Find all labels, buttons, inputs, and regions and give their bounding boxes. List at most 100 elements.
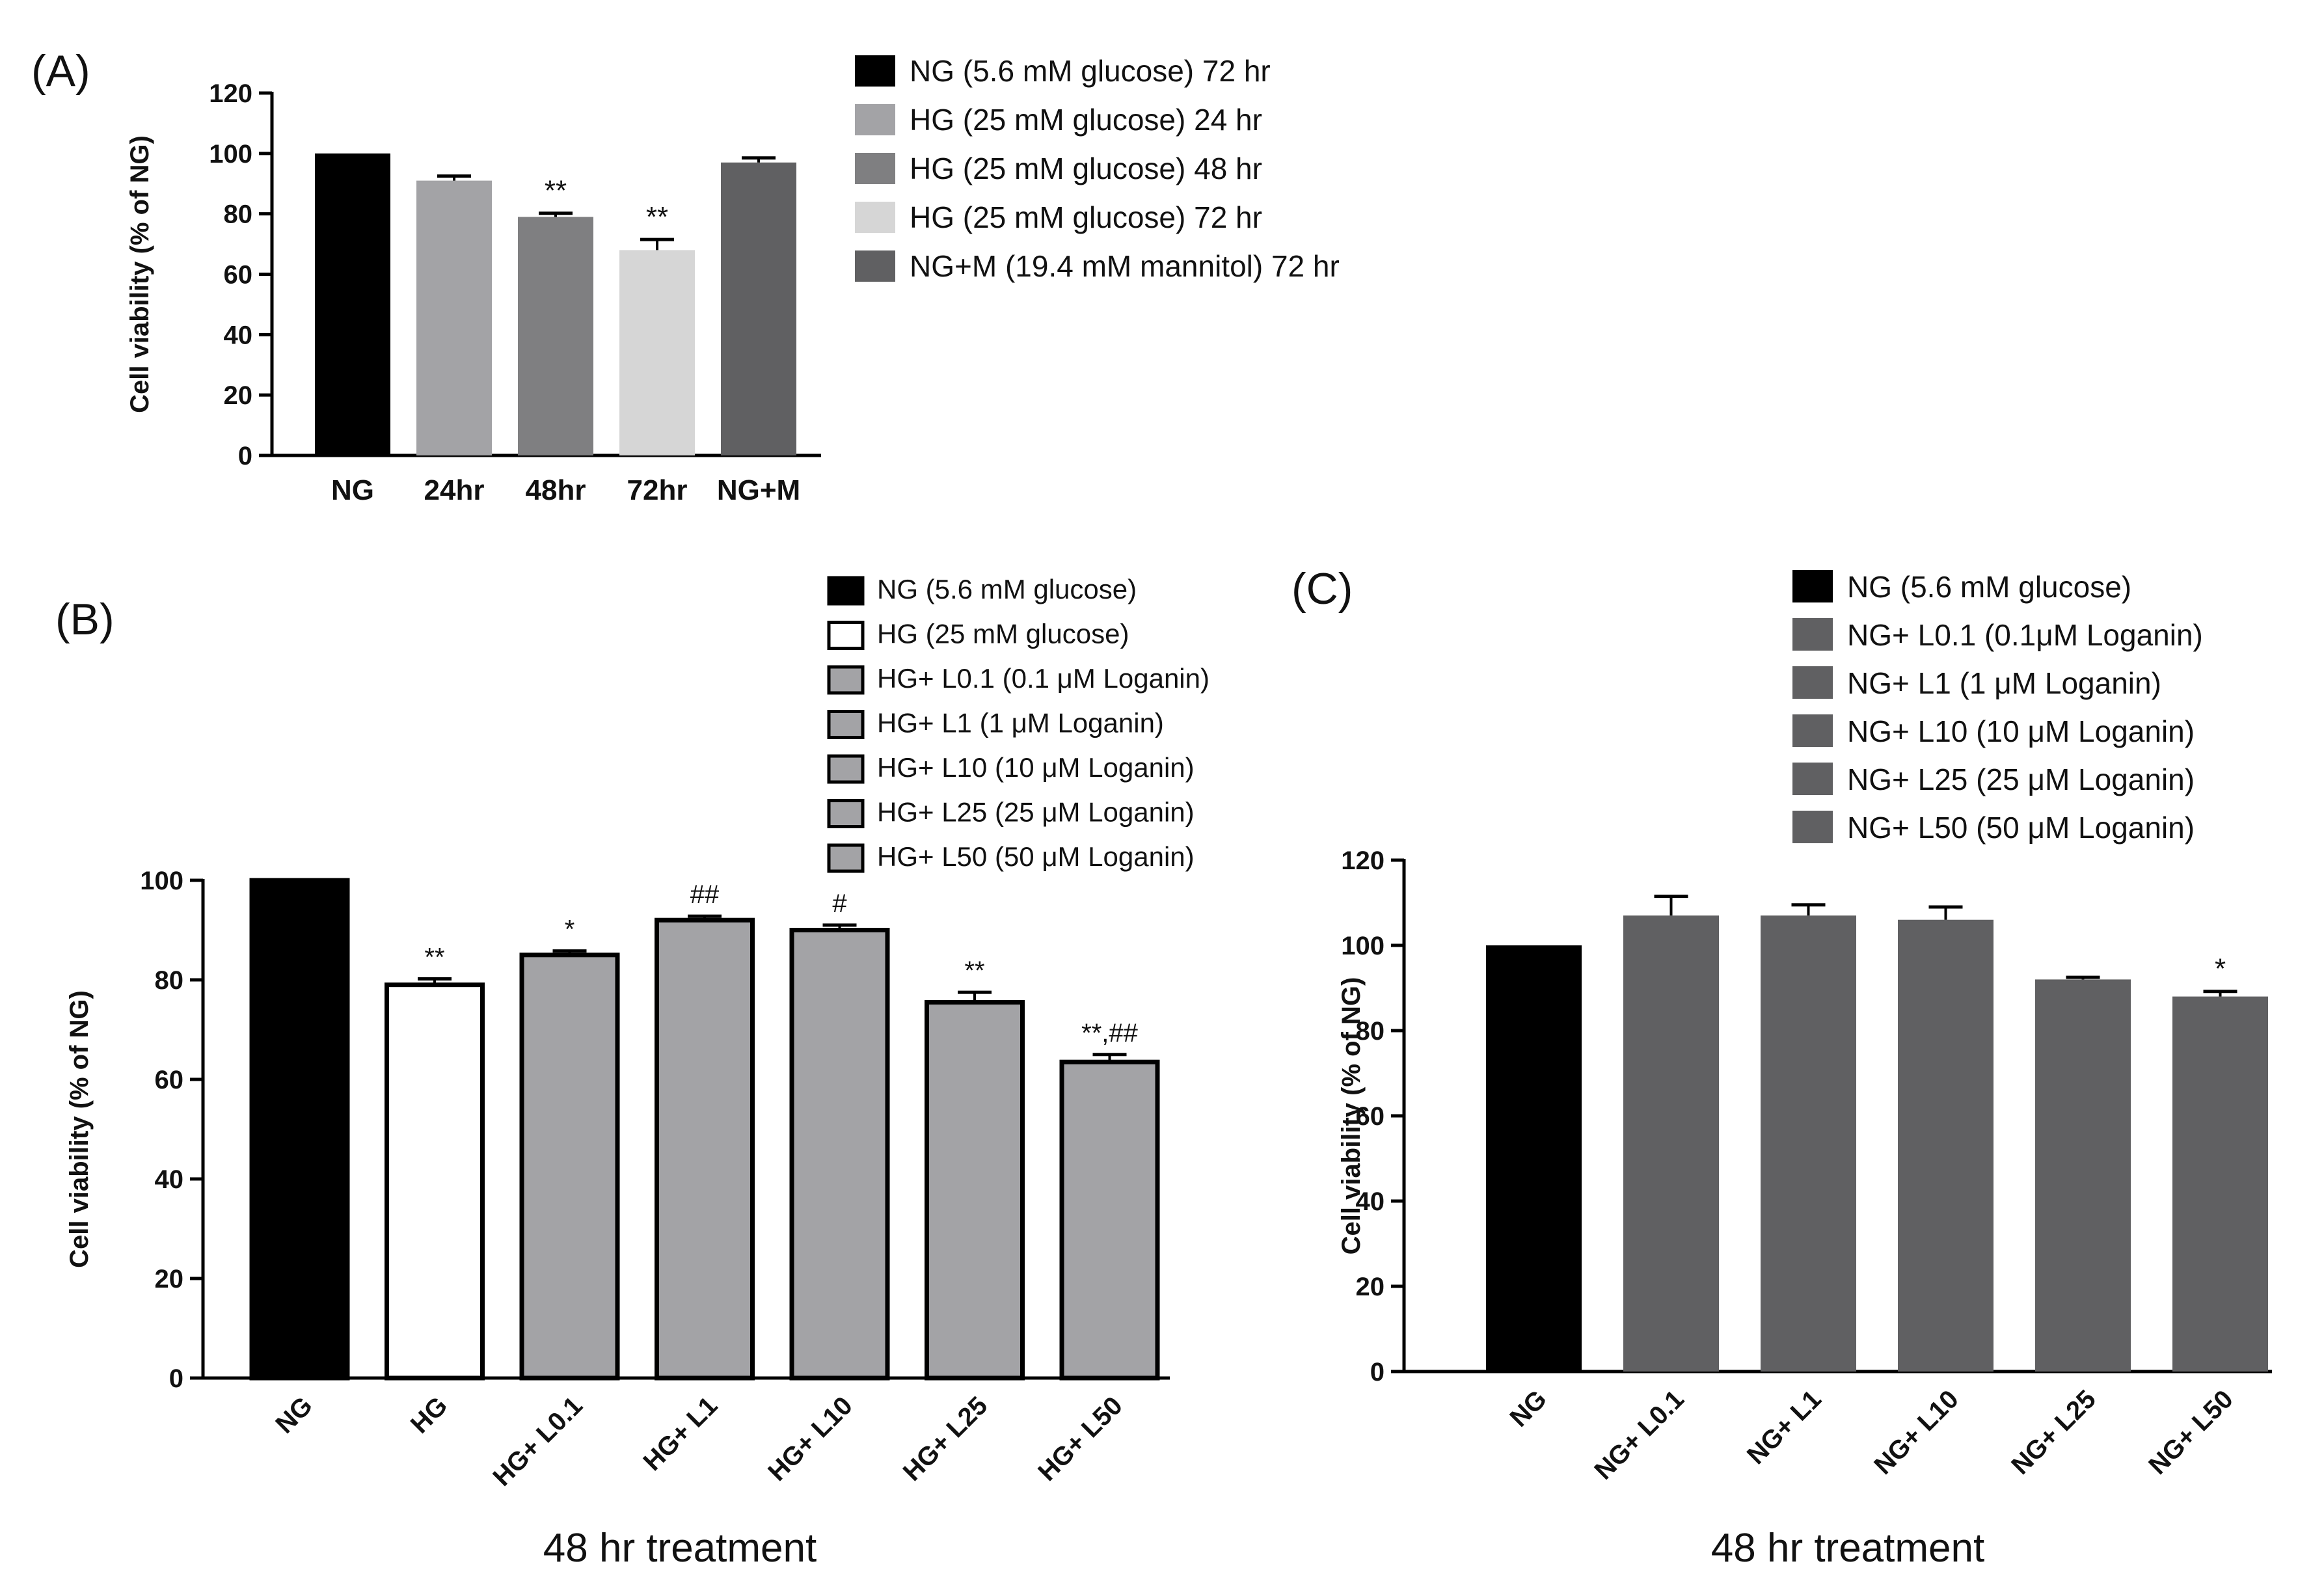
x-category-label: HG xyxy=(405,1391,453,1439)
y-tick-label: 60 xyxy=(224,261,253,290)
legend-label: NG+ L10 (10 μM Loganin) xyxy=(1847,714,2195,748)
significance-label: ** xyxy=(545,175,567,207)
y-tick-label: 0 xyxy=(238,442,252,470)
x-axis-label: 48 hr treatment xyxy=(543,1526,817,1571)
bar-hg xyxy=(385,982,485,1381)
legend-label: HG (25 mM glucose) 24 hr xyxy=(910,103,1262,137)
y-tick-label: 100 xyxy=(1341,932,1385,960)
legend-label: HG+ L25 (25 μM Loganin) xyxy=(877,797,1195,828)
legend-label: HG (25 mM glucose) xyxy=(877,619,1129,649)
y-tick-label: 40 xyxy=(155,1165,184,1194)
bar-ng-l1 xyxy=(1761,915,1856,1372)
legend-label: NG (5.6 mM glucose) xyxy=(877,574,1137,604)
y-axis-label: Cell viability (% of NG) xyxy=(1337,977,1366,1255)
panel-label: (A) xyxy=(31,46,90,96)
x-category-label: NG xyxy=(270,1391,318,1439)
panel-c-chart: (C) 0 20 40 60 80 100 120 Cell viability (% of N… xyxy=(1291,564,2272,1571)
legend-swatch xyxy=(827,754,865,784)
y-tick-label: 120 xyxy=(209,79,252,108)
legend-label: HG (25 mM glucose) 48 hr xyxy=(910,152,1262,185)
y-tick-label: 0 xyxy=(1370,1358,1385,1386)
x-category-label: NG+ L1 xyxy=(1742,1385,1827,1470)
x-category-label: NG+ L10 xyxy=(1869,1385,1964,1480)
x-category-label: HG+ L10 xyxy=(763,1391,858,1487)
significance-label: ## xyxy=(690,880,720,909)
bar-hg-l50 xyxy=(1059,1059,1160,1381)
y-tick-label: 80 xyxy=(155,966,184,995)
y-tick-label: 20 xyxy=(155,1265,184,1293)
significance-label: **,## xyxy=(1081,1019,1138,1048)
panel-label: (B) xyxy=(55,595,115,644)
legend-swatch xyxy=(827,621,865,650)
x-axis-label: 48 hr treatment xyxy=(1711,1526,1984,1571)
panel-label: (C) xyxy=(1291,564,1353,614)
significance-label: ** xyxy=(424,943,444,971)
legend-swatch xyxy=(1792,618,1833,651)
bar-hg-l25 xyxy=(925,999,1025,1381)
legend-label: HG+ L50 (50 μM Loganin) xyxy=(877,841,1195,872)
legend-swatch xyxy=(827,843,865,873)
y-tick-label: 100 xyxy=(140,867,183,895)
legend-label: NG+ L1 (1 μM Loganin) xyxy=(1847,666,2161,700)
x-category-label: HG+ L25 xyxy=(898,1391,993,1487)
y-tick-label: 80 xyxy=(224,200,253,229)
legend-label: NG (5.6 mM glucose) 72 hr xyxy=(910,54,1271,88)
y-tick-label: 20 xyxy=(224,381,253,410)
bar-hg-l10 xyxy=(789,928,890,1381)
legend-swatch xyxy=(827,710,865,739)
bar-ng-l50 xyxy=(2172,996,2268,1372)
x-category-label: NG+ L0.1 xyxy=(1589,1385,1690,1485)
legend-swatch xyxy=(855,202,895,233)
bar-ng-l0-1 xyxy=(1623,915,1719,1372)
y-tick-label: 40 xyxy=(224,321,253,349)
y-tick-label: 60 xyxy=(1356,1102,1385,1131)
bar-72hr xyxy=(619,250,695,455)
significance-label: * xyxy=(2215,953,2226,985)
bar-ng-l25 xyxy=(2035,979,2131,1372)
bar-ng-l10 xyxy=(1898,919,1993,1372)
legend-label: NG+ L0.1 (0.1μM Loganin) xyxy=(1847,618,2203,652)
legend-label: NG+M (19.4 mM mannitol) 72 hr xyxy=(910,249,1340,283)
x-category-label: 72hr xyxy=(627,474,688,506)
legend-label: NG+ L25 (25 μM Loganin) xyxy=(1847,763,2195,796)
x-category-label: NG+ L50 xyxy=(2143,1385,2239,1480)
legend-label: NG (5.6 mM glucose) xyxy=(1847,570,2131,604)
bar-ng xyxy=(315,153,390,456)
legend-swatch xyxy=(827,799,865,828)
legend-swatch xyxy=(1792,811,1833,843)
y-tick-label: 80 xyxy=(1356,1017,1385,1046)
legend-swatch xyxy=(1792,763,1833,795)
legend-label: HG+ L1 (1 μM Loganin) xyxy=(877,708,1164,738)
legend-swatch xyxy=(1792,714,1833,747)
panel-b-chart: (B) 0 20 40 60 80 100 Cell viability (% of NG) N… xyxy=(55,574,1210,1571)
legend-swatch xyxy=(855,55,895,87)
y-tick-label: 0 xyxy=(169,1364,183,1393)
legend-label: HG+ L0.1 (0.1 μM Loganin) xyxy=(877,663,1210,694)
legend-swatch xyxy=(827,665,865,695)
bar-ng-m xyxy=(721,162,796,455)
legend-label: NG+ L50 (50 μM Loganin) xyxy=(1847,811,2195,845)
y-tick-label: 120 xyxy=(1341,846,1385,875)
legend-swatch xyxy=(855,250,895,282)
x-category-label: HG+ L1 xyxy=(638,1391,723,1476)
y-tick-label: 100 xyxy=(209,140,252,169)
y-axis-label: Cell viability (% of NG) xyxy=(126,135,154,413)
bar-48hr xyxy=(518,217,593,455)
bar-hg-l1 xyxy=(655,917,755,1381)
bar-24hr xyxy=(416,180,492,455)
bar-ng xyxy=(249,878,350,1381)
significance-label: * xyxy=(565,915,575,944)
significance-label: ** xyxy=(646,201,668,233)
x-category-label: 48hr xyxy=(526,474,586,506)
panel-a-chart: (A) 0 20 40 60 80 100 120 Cell viability (% of N… xyxy=(31,46,1340,506)
significance-label: # xyxy=(832,889,847,918)
legend-label: HG+ L10 (10 μM Loganin) xyxy=(877,752,1195,783)
x-category-label: HG+ L50 xyxy=(1033,1391,1128,1487)
legend-swatch xyxy=(1792,666,1833,699)
legend-swatch xyxy=(1792,570,1833,602)
x-category-label: 24hr xyxy=(424,474,485,506)
legend-swatch xyxy=(827,576,865,606)
y-axis-label: Cell viability (% of NG) xyxy=(65,990,94,1268)
legend-label: HG (25 mM glucose) 72 hr xyxy=(910,200,1262,234)
